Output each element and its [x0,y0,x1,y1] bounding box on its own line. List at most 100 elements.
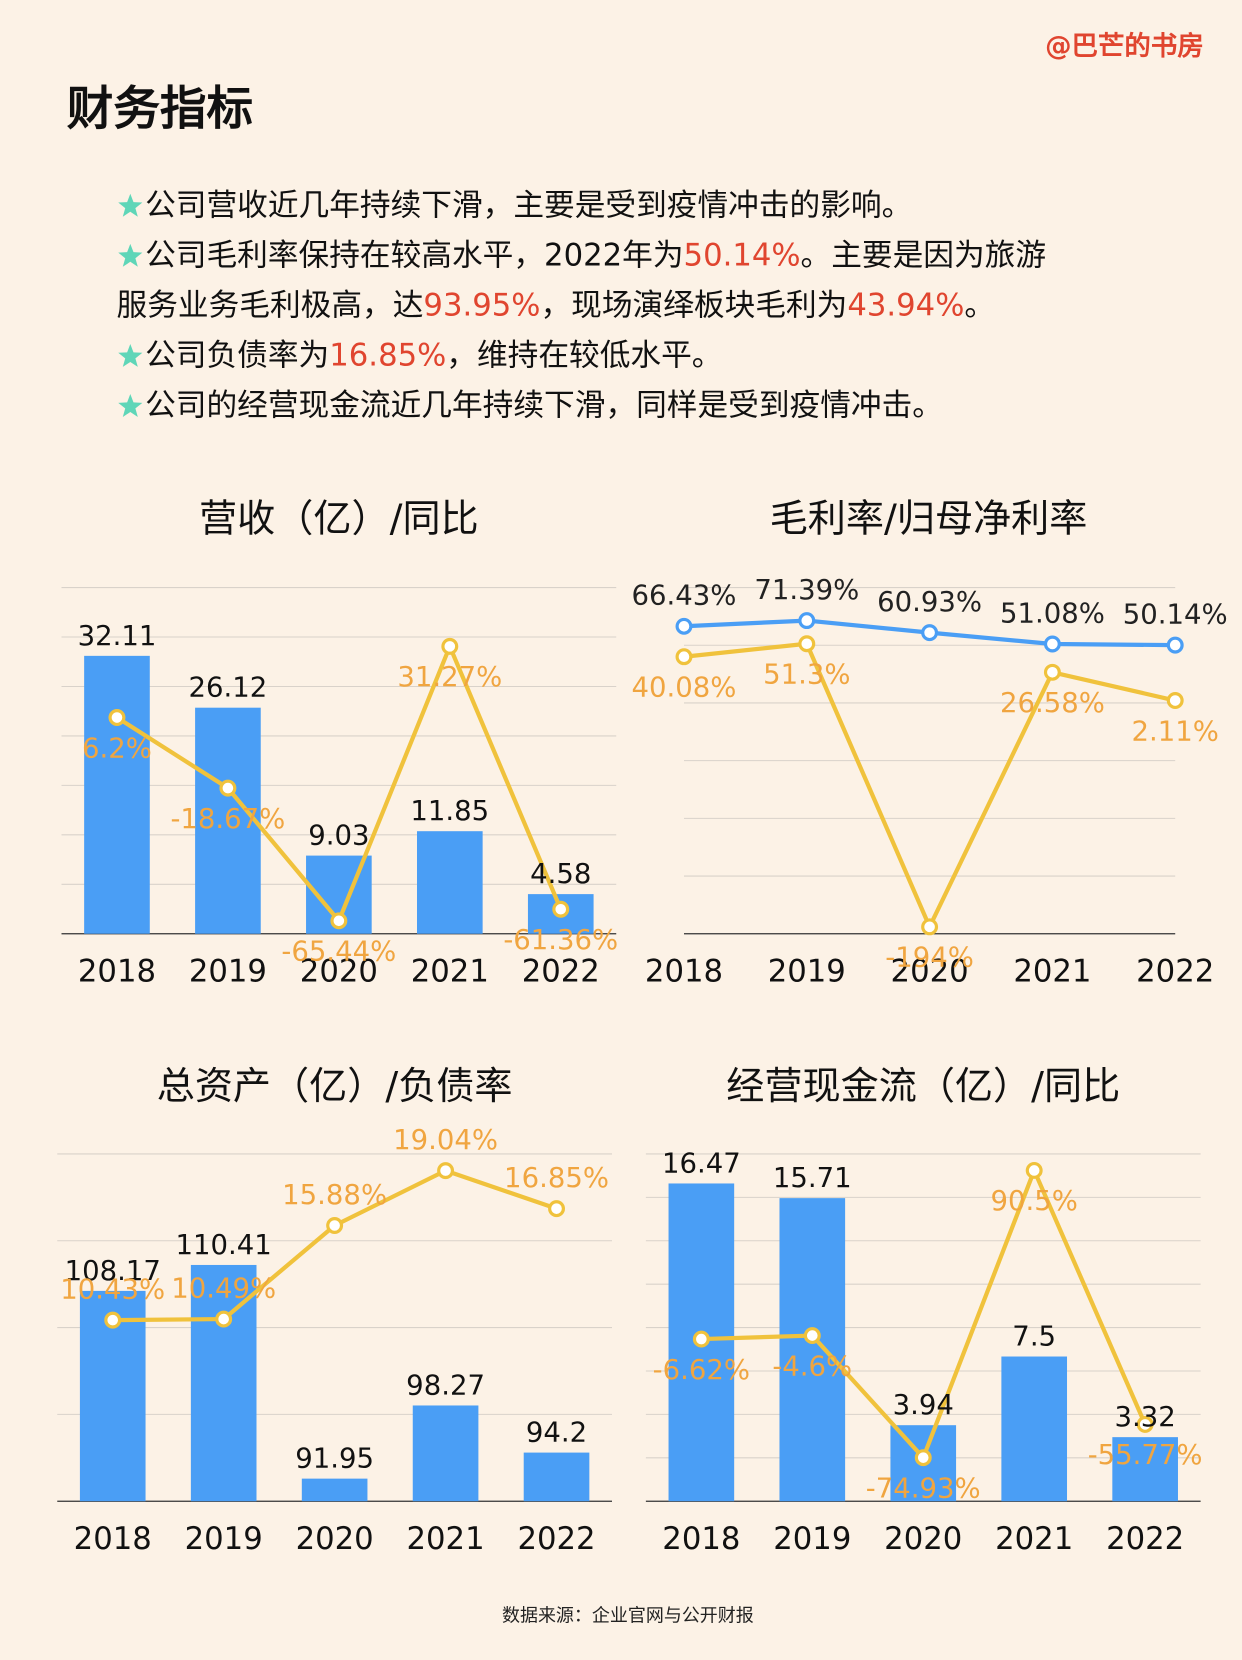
line-point [548,1200,565,1218]
line-point [675,648,693,666]
line-point [692,1330,710,1348]
x-tick-label: 2022 [522,954,600,989]
line-point [108,709,126,726]
line-point [798,612,816,630]
text-run: 公司营收近几年持续下滑，主要是受到疫情冲击的影响。 [145,188,912,223]
line-value-label: 10.43% [60,1273,165,1305]
line-point [441,637,459,655]
bar-value-label: 3.94 [893,1389,954,1421]
x-tick-label: 2020 [884,1522,962,1557]
bar-value-label: 98.27 [406,1369,485,1401]
page-title: 财务指标 [67,82,253,136]
bar-value-label: 32.11 [78,620,157,652]
bullet-text: 公司营收近几年持续下滑，主要是受到疫情冲击的影响。 [145,188,912,223]
watermark: @巴芒的书房 [1045,31,1204,62]
line-value-label: 66.43% [632,580,737,612]
line-value-label: -61.36% [503,924,618,956]
bullet-star [118,394,143,418]
chart-title: 营收（亿）/同比 [199,496,479,540]
line-point [104,1311,122,1329]
x-tick-label: 2020 [891,954,969,989]
highlight-run: 93.95% [423,288,540,323]
line-point [552,900,570,918]
line-value-label: 60.93% [877,586,982,618]
bar [779,1198,846,1502]
line-value-label: -65.44% [281,936,396,968]
line-point [798,635,816,653]
bullet-star [118,343,143,367]
line-value-label: 6.2% [82,732,152,764]
line-value-label: -55.77% [1088,1439,1203,1471]
text-run: ，维持在较低水平。 [446,338,722,373]
line-value-label: 51.08% [1000,597,1105,629]
line-point [1025,1161,1043,1179]
line-value-label: 50.14% [1123,598,1228,630]
text-run: 。主要是因为旅游 [801,238,1047,273]
x-tick-label: 2021 [995,1522,1073,1557]
x-tick-label: 2021 [407,1522,485,1557]
line-point [1166,692,1184,709]
line-point [330,912,348,930]
bar-value-label: 108.17 [65,1255,161,1287]
x-tick-label: 2018 [645,954,723,989]
x-tick-label: 2022 [517,1522,595,1557]
x-tick-label: 2018 [662,1522,740,1557]
line-value-label: 10.49% [171,1272,276,1304]
line-point [921,624,939,642]
line-point [1136,1415,1154,1433]
bar [301,1478,368,1502]
bar-value-label: 11.85 [410,795,489,827]
line-point [1043,663,1061,681]
line-value-label: 51.3% [763,659,850,691]
bullet-text: 公司的经营现金流近几年持续下滑，同样是受到疫情冲击。 [145,388,943,423]
text-run: ，现场演绎板块毛利为 [540,288,847,323]
x-tick-label: 2022 [1106,1522,1184,1557]
bar-value-label: 94.2 [526,1417,587,1449]
line-value-label: 16.85% [504,1162,609,1194]
line-value-label: 2.11% [1132,715,1219,747]
line-point [219,779,237,797]
x-tick-label: 2018 [78,954,156,989]
line-value-label: -4.6% [772,1350,852,1382]
line-value-label: -18.67% [170,803,285,835]
bullet-star [118,243,143,267]
bar [412,1405,479,1502]
highlight-run: 50.14% [684,238,801,273]
line-point [803,1327,821,1345]
line-value-label: 71.39% [754,574,859,606]
bar-value-label: 3.32 [1115,1401,1176,1433]
highlight-run: 16.85% [329,338,446,373]
line-value-label: 90.5% [990,1185,1077,1217]
line-value-label: 40.08% [632,671,737,703]
bar [1112,1437,1178,1502]
bar [84,655,150,934]
text-run: 服务业务毛利极高，达 [117,288,424,323]
line-value-label: 15.88% [282,1179,387,1211]
line-point [215,1310,233,1328]
x-tick-label: 2019 [185,1522,263,1557]
text-run: 公司的经营现金流近几年持续下滑，同样是受到疫情冲击。 [145,388,943,423]
line-value-label: -194% [885,942,974,974]
x-tick-label: 2018 [74,1522,152,1557]
line-point [914,1449,932,1467]
chart-title: 总资产（亿）/负债率 [157,1064,513,1108]
line-point [921,918,939,936]
text-run: 。 [964,288,995,323]
bullet-text: 服务业务毛利极高，达93.95%，现场演绎板块毛利为43.94%。 [117,288,996,323]
chart-title: 经营现金流（亿）/同比 [726,1064,1120,1108]
line-point [326,1217,344,1234]
bar [190,1264,257,1502]
highlight-run: 43.94% [847,288,964,323]
x-tick-label: 2019 [768,954,846,989]
bullet-star [118,193,143,217]
bar-value-label: 15.71 [773,1162,852,1194]
bar-value-label: 16.47 [662,1147,741,1179]
bar-value-label: 91.95 [295,1443,374,1475]
line-value-label: 26.58% [1000,687,1105,719]
chart-title: 毛利率/归母净利率 [770,496,1088,540]
bar [1001,1356,1068,1502]
bar-value-label: 9.03 [308,820,369,852]
source-note: 数据来源：企业官网与公开财报 [502,1606,754,1627]
